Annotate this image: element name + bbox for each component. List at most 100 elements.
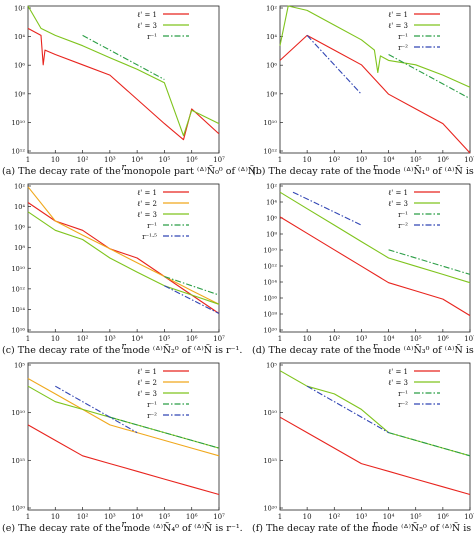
x-tick-label: 10³	[104, 335, 116, 343]
series-line	[279, 370, 471, 457]
x-tick-label: 10⁴	[383, 335, 395, 343]
caption-text: The decay rate of the mode ⁽ᐞ⁾Ñ₅⁰ of ⁽ᐞ⁾…	[266, 522, 474, 534]
x-tick-label: 10	[303, 156, 312, 164]
series-line	[306, 385, 389, 434]
legend-label: ℓ' = 1	[137, 368, 157, 376]
plot-frame	[27, 362, 220, 511]
caption-text: The decay rate of the mode ⁽ᐞ⁾Ñ₂⁰ of ⁽ᐞ⁾…	[18, 344, 243, 356]
x-tick-label: 10⁵	[159, 513, 171, 521]
x-tick-label: 10⁵	[159, 156, 171, 164]
legend-label: r⁻¹	[398, 211, 408, 219]
legend-label: ℓ' = 1	[137, 189, 157, 197]
y-tick-label: 10¹²	[264, 148, 278, 156]
y-tick-label: 10⁴	[14, 33, 25, 41]
legend-label: ℓ' = 1	[137, 11, 157, 19]
caption-text: The decay rate of the mode ⁽ᐞ⁾Ñ₃⁰ of ⁽ᐞ⁾…	[269, 344, 474, 356]
x-tick-label: 10⁴	[131, 156, 143, 164]
x-tick-label: 10⁶	[437, 513, 449, 521]
x-tick-label: 1	[278, 335, 282, 343]
series-line	[27, 211, 220, 305]
x-tick-label: 10⁴	[383, 156, 395, 164]
x-tick-label: 10²	[328, 156, 340, 164]
x-tick-label: 10⁵	[410, 335, 422, 343]
series-line	[388, 249, 471, 275]
series-line	[27, 424, 220, 496]
caption-text: The decay rate of the mode ⁽ᐞ⁾Ñ₄⁰ of ⁽ᐞ⁾…	[18, 522, 243, 534]
series-line	[279, 416, 471, 496]
y-tick-label: 10²⁰	[264, 327, 278, 335]
series-line	[279, 191, 471, 284]
series-line	[279, 216, 471, 317]
y-tick-label: 10¹⁶	[264, 295, 278, 303]
series-line	[279, 5, 471, 88]
series-line	[388, 54, 471, 100]
legend-label: r⁻¹	[147, 222, 157, 230]
y-tick-label: 10⁴	[14, 203, 25, 211]
x-tick-label: 10⁶	[186, 156, 198, 164]
legend-label: ℓ' = 1	[388, 189, 408, 197]
series-line	[27, 5, 220, 137]
y-tick-label: 10¹⁶	[12, 327, 26, 335]
x-tick-label: 10⁷	[213, 156, 225, 164]
x-tick-label: 10⁴	[131, 513, 143, 521]
legend-label: ℓ' = 3	[388, 379, 408, 387]
legend-label: ℓ' = 3	[137, 22, 157, 30]
x-tick-label: 10⁶	[186, 335, 198, 343]
x-tick-label: 10³	[356, 513, 368, 521]
series-line	[109, 416, 220, 449]
y-tick-label: 10⁴	[266, 199, 277, 207]
y-tick-label: 10⁵	[266, 362, 277, 370]
plot-frame	[27, 183, 220, 333]
chart-panel-6: 1 10 10² 10³ 10⁴ 10⁵ 10⁶ 10⁷ 10⁵ 10¹⁰ 10¹⁵ 10²⁰ r ℓ' …	[252, 362, 474, 535]
chart-panel-3: 1 10 10² 10³ 10⁴ 10⁵ 10⁶ 10⁷ 10² 10⁴ 10⁶ 10⁸ 10¹⁰ 10¹…	[2, 183, 242, 357]
series-line	[27, 385, 220, 449]
x-tick-label: 10	[303, 335, 312, 343]
legend-label: ℓ' = 1	[388, 11, 408, 19]
x-tick-label: 10³	[104, 156, 116, 164]
y-tick-label: 10²	[266, 183, 277, 191]
x-tick-label: 10⁵	[410, 513, 422, 521]
y-tick-label: 10¹⁰	[12, 265, 26, 273]
x-tick-label: 1	[26, 156, 30, 164]
x-tick-label: 10⁴	[383, 513, 395, 521]
x-tick-label: 1	[26, 335, 30, 343]
y-tick-label: 10²⁰	[12, 505, 26, 513]
chart-panel-4: 1 10 10² 10³ 10⁴ 10⁵ 10⁶ 10⁷ 10² 10⁴ 10⁶ 10⁸ 10¹⁰ 10¹…	[252, 183, 474, 357]
caption-text: The decay rate of the mode ⁽ᐞ⁾Ñ₁⁰ of ⁽ᐞ⁾…	[269, 165, 474, 177]
legend-label: ℓ' = 2	[137, 379, 157, 387]
series-line	[388, 432, 471, 457]
figure-caption: (c) The decay rate of the mode ⁽ᐞ⁾Ñ₂⁰ of…	[2, 344, 242, 356]
x-tick-label: 10⁵	[159, 335, 171, 343]
series-line	[55, 385, 138, 434]
x-tick-label: 10²	[328, 513, 340, 521]
series-line	[27, 202, 220, 314]
figure-caption: (a) The decay rate of the monopole part …	[2, 165, 259, 177]
legend-label: r⁻¹	[147, 33, 157, 41]
x-axis-label: r	[373, 342, 378, 352]
x-tick-label: 10⁶	[437, 335, 449, 343]
x-tick-label: 10³	[356, 335, 368, 343]
x-axis-label: r	[373, 163, 378, 173]
caption-label: (e)	[2, 523, 18, 534]
legend-label: ℓ' = 3	[137, 390, 157, 398]
y-tick-label: 10⁸	[14, 244, 25, 252]
y-tick-label: 10²	[266, 5, 277, 13]
x-tick-label: 10²	[77, 156, 89, 164]
plot-frame	[279, 183, 471, 333]
series-line	[306, 35, 362, 95]
chart-panel-1: 1 10 10² 10³ 10⁴ 10⁵ 10⁶ 10⁷ 10² 10⁴ 10⁶ 10⁸ 10¹⁰ 10¹…	[2, 5, 259, 178]
figure-caption: (d) The decay rate of the mode ⁽ᐞ⁾Ñ₃⁰ of…	[252, 344, 474, 356]
legend-label: r⁻²	[398, 401, 408, 409]
y-tick-label: 10¹⁸	[264, 311, 278, 319]
y-tick-label: 10¹⁵	[264, 457, 278, 465]
x-tick-label: 10⁷	[213, 335, 225, 343]
y-tick-label: 10⁵	[14, 362, 25, 370]
x-axis-label: r	[121, 520, 126, 530]
caption-label: (c)	[2, 345, 18, 356]
x-tick-label: 10	[51, 156, 60, 164]
x-tick-label: 1	[278, 513, 282, 521]
series-line	[27, 27, 220, 141]
y-tick-label: 10⁶	[266, 215, 277, 223]
